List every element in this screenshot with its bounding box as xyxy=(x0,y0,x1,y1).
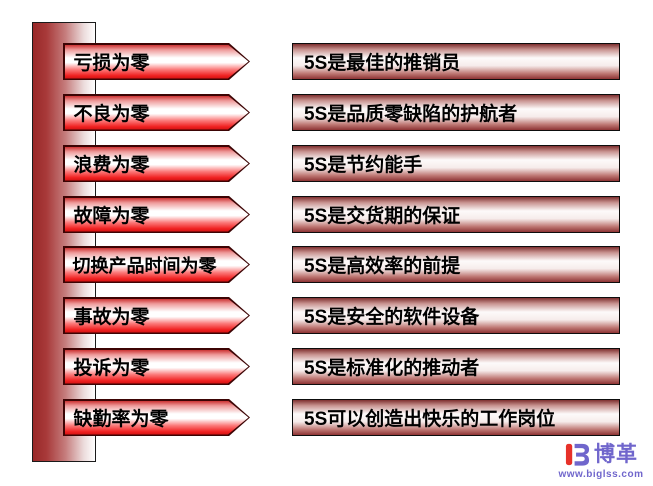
zero-arrow-body: 切换产品时间为零 xyxy=(64,247,249,282)
brand-name: 博革 xyxy=(594,442,638,466)
diagram-row: 浪费为零 5S是节约能手 xyxy=(0,145,653,182)
benefit-box: 5S是高效率的前提 xyxy=(292,246,620,283)
benefit-label: 5S是标准化的推动者 xyxy=(304,358,480,379)
zero-arrow-body: 投诉为零 xyxy=(64,349,249,384)
benefit-box: 5S是交货期的保证 xyxy=(292,196,620,233)
benefit-box: 5S是品质零缺陷的护航者 xyxy=(292,94,620,131)
biglss-logo-mark-icon xyxy=(565,443,590,466)
diagram-row: 投诉为零 5S是标准化的推动者 xyxy=(0,348,653,385)
diagram-row: 亏损为零 5S是最佳的推销员 xyxy=(0,43,653,80)
benefit-box: 5S可以创造出快乐的工作岗位 xyxy=(292,399,620,436)
left-gradient-bar xyxy=(32,22,96,462)
zero-arrow: 投诉为零 xyxy=(63,348,250,385)
benefit-label: 5S是高效率的前提 xyxy=(304,256,461,277)
zero-arrow: 故障为零 xyxy=(63,196,250,233)
zero-arrow-label: 不良为零 xyxy=(73,104,150,125)
zero-arrow-body: 事故为零 xyxy=(64,298,249,333)
benefit-label: 5S是最佳的推销员 xyxy=(304,53,461,74)
benefit-box: 5S是安全的软件设备 xyxy=(292,297,620,334)
zero-arrow: 浪费为零 xyxy=(63,145,250,182)
zero-arrow-label: 浪费为零 xyxy=(73,155,150,176)
zero-arrow-label: 事故为零 xyxy=(73,307,150,328)
zero-arrow-label: 故障为零 xyxy=(73,206,150,227)
zero-arrow: 事故为零 xyxy=(63,297,250,334)
zero-arrow-body: 不良为零 xyxy=(64,95,249,130)
biglss-logo: 博革 www.biglss.com xyxy=(551,440,651,480)
benefit-label: 5S是品质零缺陷的护航者 xyxy=(304,104,518,125)
zero-arrow-body: 缺勤率为零 xyxy=(64,400,249,435)
benefit-label: 5S是交货期的保证 xyxy=(304,206,461,227)
benefit-label: 5S是节约能手 xyxy=(304,155,423,176)
zero-arrow-body: 故障为零 xyxy=(64,197,249,232)
zero-arrow: 缺勤率为零 xyxy=(63,399,250,436)
diagram-row: 故障为零 5S是交货期的保证 xyxy=(0,196,653,233)
zero-arrow-body: 亏损为零 xyxy=(64,44,249,79)
benefit-box: 5S是标准化的推动者 xyxy=(292,348,620,385)
zero-arrow-label: 投诉为零 xyxy=(73,358,150,379)
benefit-box: 5S是最佳的推销员 xyxy=(292,43,620,80)
zero-arrow-label: 缺勤率为零 xyxy=(73,409,169,430)
zero-arrow-body: 浪费为零 xyxy=(64,146,249,181)
zero-arrow-label: 亏损为零 xyxy=(73,53,150,74)
benefit-label: 5S可以创造出快乐的工作岗位 xyxy=(304,409,556,430)
zero-arrow: 不良为零 xyxy=(63,94,250,131)
zero-arrow-label: 切换产品时间为零 xyxy=(72,255,217,276)
diagram-row: 切换产品时间为零 5S是高效率的前提 xyxy=(0,246,653,283)
zero-arrow: 切换产品时间为零 xyxy=(63,246,250,283)
diagram-row: 不良为零 5S是品质零缺陷的护航者 xyxy=(0,94,653,131)
benefit-box: 5S是节约能手 xyxy=(292,145,620,182)
benefit-label: 5S是安全的软件设备 xyxy=(304,307,480,328)
brand-url: www.biglss.com xyxy=(558,469,644,480)
diagram-row: 缺勤率为零 5S可以创造出快乐的工作岗位 xyxy=(0,399,653,436)
zero-arrow: 亏损为零 xyxy=(63,43,250,80)
diagram-row: 事故为零 5S是安全的软件设备 xyxy=(0,297,653,334)
